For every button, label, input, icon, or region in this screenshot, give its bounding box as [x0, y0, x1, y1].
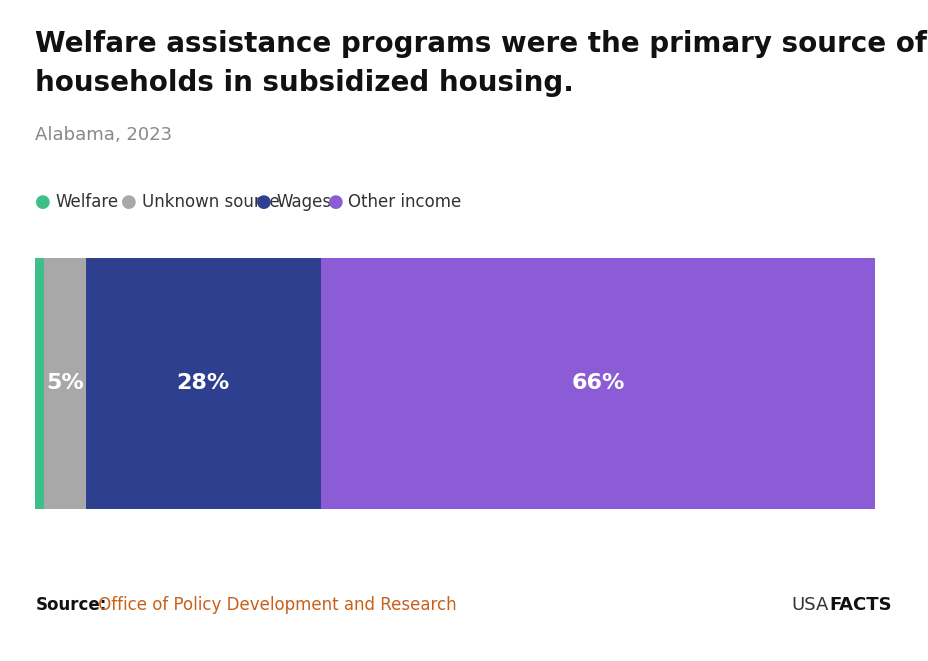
Text: Wages: Wages — [277, 192, 331, 211]
Text: 66%: 66% — [571, 373, 624, 393]
Text: Welfare assistance programs were the primary source of income for 1% of: Welfare assistance programs were the pri… — [35, 30, 928, 58]
Bar — [85, 258, 320, 509]
Text: USA: USA — [791, 596, 828, 614]
Text: ●: ● — [255, 192, 271, 211]
Text: Unknown source: Unknown source — [141, 192, 279, 211]
Text: 5%: 5% — [45, 373, 84, 393]
Text: Alabama, 2023: Alabama, 2023 — [35, 126, 173, 143]
Text: ●: ● — [35, 192, 51, 211]
Text: 28%: 28% — [176, 373, 229, 393]
Text: Office of Policy Development and Research: Office of Policy Development and Researc… — [93, 596, 456, 614]
Text: Other income: Other income — [348, 192, 461, 211]
Bar — [35, 258, 44, 509]
Text: households in subsidized housing.: households in subsidized housing. — [35, 69, 574, 97]
Text: Source:: Source: — [35, 596, 107, 614]
Bar — [320, 258, 874, 509]
Text: ●: ● — [328, 192, 343, 211]
Text: FACTS: FACTS — [829, 596, 891, 614]
Bar — [44, 258, 85, 509]
Text: ●: ● — [121, 192, 136, 211]
Text: Welfare: Welfare — [56, 192, 119, 211]
